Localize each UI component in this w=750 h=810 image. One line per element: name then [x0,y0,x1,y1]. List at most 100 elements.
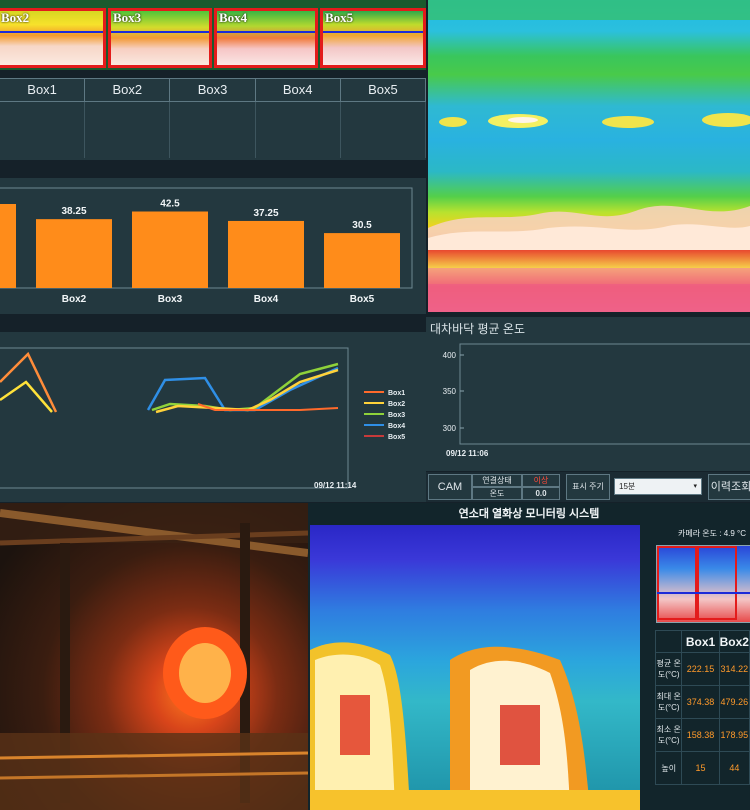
thermal-box-label: Box4 [219,10,248,25]
thermal-box-5: Box5 [320,8,426,68]
line-legend: Box1 Box2 Box3 Box4 Box5 [364,390,405,441]
bar-value-label: 37.25 [253,208,278,219]
line-chart: Box1 Box2 Box3 Box4 Box5 09/12 11:14 [0,347,405,490]
thermal-camera-texture [310,642,640,810]
stats-value: 178.95 [718,718,750,752]
stats-header-row: Box1 Box2 [654,630,750,653]
bar-value-label: 42.5 [160,199,180,210]
conn-status: 이상 [522,474,560,487]
avg-temp-title: 대차바닥 평균 온도 [430,322,525,336]
line-chart-panel: Box1 Box2 Box3 Box4 Box5 09/12 11:14 [0,332,426,502]
legend-label: Box3 [388,412,405,419]
table-header-cell: Box2 [85,79,171,101]
stats-value: 479.26 [718,685,750,719]
legend-label: Box1 [388,390,405,397]
legend-label: Box2 [388,401,405,408]
line-timestamp: 09/12 11:14 [314,481,357,490]
table-header-cell: Box4 [256,79,341,101]
avg-chart-frame [459,343,750,445]
thermal-box-2: Box2 [0,8,106,68]
table-cell [85,102,171,158]
stats-header-cell: Box1 [681,630,720,653]
bar-category-label: Box4 [254,294,279,305]
conn-label: 연결상태 [472,474,522,487]
stats-value: 158.38 [681,718,720,752]
control-row: CAM 연결상태 이상 온도 0.0 표시 주기 15분 ▾ 이력조회 [426,472,750,502]
line-series-box1b [197,403,339,411]
thermal-box-label: Box2 [1,10,30,25]
thermal-box-3: Box3 [108,8,212,68]
bar-chart-panel: 38.25 Box2 42.5 Box3 37.25 Box4 30.5 Box5 [0,178,426,314]
monitor-title: 연소대 열화상 모니터링 시스템 [458,508,600,520]
thermal-box-line [0,31,103,33]
stats-row-label: 평균 온도(°C) [654,652,683,686]
stats-row-label: 높이 [654,751,683,785]
table-cell [341,102,427,158]
thermal-box-line [111,31,209,33]
thermal-camera-texture [428,0,750,312]
bar-box3 [132,211,208,288]
table-cell [256,102,341,158]
line-series-box2 [0,380,53,413]
interval-select-value: 15분 [619,482,636,491]
line-chart-frame [0,347,349,489]
stats-row-label: 최대 온도(°C) [654,685,683,719]
avg-y-tick: 300 [443,424,457,433]
bar-box4 [228,220,304,288]
avg-timestamp: 09/12 11:06 [446,449,489,458]
table-row: 최소 온도(°C) 158.38 178.95 [654,718,750,752]
box-temperature-table: Box1 Box2 Box3 Box4 Box5 [0,78,427,160]
bar-chart: 38.25 Box2 42.5 Box3 37.25 Box4 30.5 Box5 [0,187,413,305]
thumbnail-box2 [697,546,737,620]
stats-corner-cell [654,630,683,653]
temp-value: 0.0 [522,487,560,500]
stats-value: 222.15 [681,652,720,686]
legend-label: Box4 [388,423,405,430]
bar-category-label: Box5 [350,294,375,305]
thermal-box-line [217,31,315,33]
stats-value: 44 [718,751,750,785]
thermal-strip-view: Box2 Box3 Box4 Box5 [0,0,426,70]
table-row: 평균 온도(°C) 222.15 314.22 [654,652,750,686]
avg-y-tick: 350 [443,387,457,396]
interval-label: 표시 주기 [566,474,610,500]
history-button[interactable]: 이력조회 [708,474,750,500]
table-header-cell: Box5 [341,79,427,101]
thermal-box-label: Box3 [113,10,142,25]
cam-label: CAM [428,474,472,500]
furnace-photo [0,503,308,810]
table-header-cell: Box3 [170,79,256,101]
avg-temp-chart: 400 350 300 09/12 11:06 [443,343,750,458]
side-info-panel: 카메라 온도 : 4.9 °C [648,525,750,810]
line-series-box1 [0,351,58,413]
table-header-cell: Box1 [0,79,86,101]
avg-temp-panel [426,317,750,471]
camera-temp-label: 카메라 온도 : 4.9 °C [678,529,747,538]
legend-label: Box5 [388,434,405,441]
line-series-box2b [155,368,339,414]
chevron-down-icon: ▾ [693,483,697,490]
stats-header-cell: Box2 [718,630,750,653]
stats-value: 314.22 [718,652,750,686]
table-cell [0,102,86,158]
thermal-box-4: Box4 [214,8,318,68]
avg-y-tick: 400 [443,351,457,360]
thermal-box-line [323,31,423,33]
thermal-box-label: Box5 [325,10,354,25]
table-header-row: Box1 Box2 Box3 Box4 Box5 [0,78,427,102]
furnace-photo-drawing [0,503,308,810]
bar-category-label: Box3 [158,294,183,305]
thermal-thumbnail [656,545,750,623]
table-cell [170,102,256,158]
thermal-camera-right [428,0,750,312]
thumbnail-box1 [657,546,697,620]
thermal-camera-bottom [310,525,640,810]
line-series-box3 [151,362,339,412]
thumbnail-line [657,592,750,594]
bar-value-label: 30.5 [352,220,372,231]
interval-select[interactable]: 15분 ▾ [614,478,702,495]
bar-category-label: Box2 [62,294,87,305]
stats-row-label: 최소 온도(°C) [654,718,683,752]
bar-value-label: 38.25 [61,206,86,217]
stats-value: 15 [681,751,720,785]
